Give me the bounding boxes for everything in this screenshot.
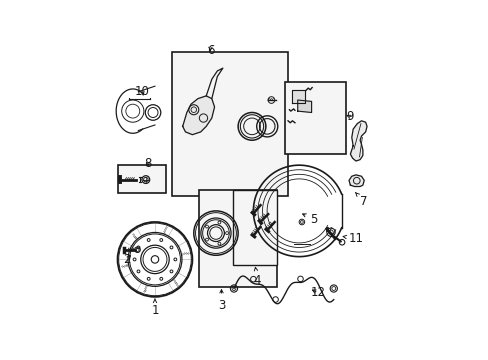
Bar — [171, 51, 287, 195]
Text: 4: 4 — [253, 267, 261, 287]
Text: 11: 11 — [342, 232, 363, 245]
Text: 7: 7 — [355, 192, 367, 208]
Text: 8: 8 — [144, 157, 151, 170]
Bar — [232, 190, 276, 265]
Text: 3: 3 — [217, 289, 225, 312]
Text: 1: 1 — [151, 298, 159, 317]
Text: 9: 9 — [346, 110, 353, 123]
Text: 2: 2 — [123, 253, 131, 266]
Text: 5: 5 — [302, 213, 317, 226]
Bar — [199, 190, 276, 287]
Bar — [285, 82, 346, 154]
Text: 12: 12 — [310, 286, 325, 299]
Text: 10: 10 — [135, 85, 150, 98]
Polygon shape — [297, 100, 311, 112]
Polygon shape — [291, 90, 304, 103]
Polygon shape — [348, 175, 364, 186]
Bar — [117, 165, 166, 193]
Text: 6: 6 — [206, 44, 214, 57]
Polygon shape — [183, 96, 214, 135]
Polygon shape — [350, 121, 366, 161]
